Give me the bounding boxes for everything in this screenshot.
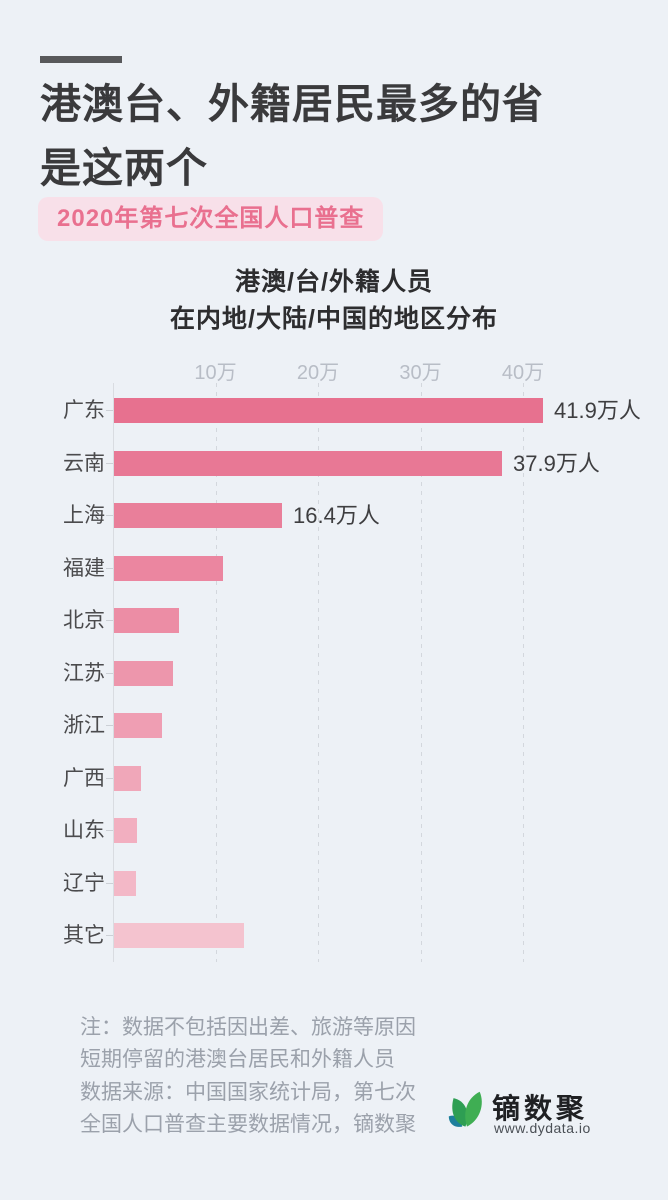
- row-label: 广西: [63, 767, 105, 790]
- data-bar: [114, 503, 282, 528]
- row-axis-tick: [106, 463, 113, 464]
- data-bar: [114, 871, 136, 896]
- dydata-leaf-logo-icon: [448, 1091, 482, 1127]
- x-gridline: [523, 383, 524, 962]
- y-axis-line: [113, 383, 114, 962]
- bar-value-label: 41.9万人: [554, 398, 641, 423]
- row-label: 浙江: [63, 714, 105, 737]
- row-label: 辽宁: [63, 872, 105, 895]
- row-label: 江苏: [63, 662, 105, 685]
- data-bar: [114, 451, 502, 476]
- data-bar: [114, 398, 543, 423]
- data-bar: [114, 766, 141, 791]
- page-title: 港澳台、外籍居民最多的省 是这两个: [40, 72, 620, 200]
- data-bar: [114, 556, 223, 581]
- x-gridline: [215, 383, 217, 962]
- row-axis-tick: [106, 883, 113, 884]
- data-bar: [114, 713, 162, 738]
- row-label: 北京: [63, 609, 105, 632]
- row-axis-tick: [106, 830, 113, 831]
- bar-chart: 10万 20万 30万 40万广东 41.9万人云南 37.9万人上海 16.4万人福建北京…: [0, 340, 668, 980]
- data-bar: [114, 608, 179, 633]
- row-axis-tick: [106, 515, 113, 516]
- page-title-line1: 港澳台、外籍居民最多的省: [40, 81, 544, 127]
- bar-value-label: 16.4万人: [293, 503, 380, 528]
- row-axis-tick: [106, 620, 113, 621]
- census-badge: 2020年第七次全国人口普查: [38, 197, 384, 241]
- note-line1: 注：数据不包括因出差、旅游等原因: [80, 1016, 416, 1039]
- data-bar: [114, 818, 137, 843]
- x-gridline: [318, 383, 319, 962]
- row-axis-tick: [106, 568, 113, 569]
- x-tick-label: 10万: [194, 362, 237, 384]
- x-tick-label: 40万: [501, 362, 545, 384]
- x-gridline: [420, 383, 422, 962]
- page-title-line2: 是这两个: [40, 145, 208, 191]
- row-axis-tick: [106, 673, 113, 674]
- chart-title: 港澳/台/外籍人员 在内地/大陆/中国的地区分布: [0, 264, 668, 338]
- row-label: 云南: [63, 452, 105, 475]
- data-source: 数据来源：中国国家统计局，第七次 全国人口普查主要数据情况，镝数聚: [80, 1077, 416, 1141]
- row-label: 其它: [63, 924, 105, 947]
- row-axis-tick: [106, 725, 113, 726]
- dydata-logo-url: www.dydata.io: [494, 1120, 591, 1136]
- chart-title-line2: 在内地/大陆/中国的地区分布: [170, 305, 498, 333]
- data-bar: [114, 923, 244, 948]
- bar-value-label: 37.9万人: [513, 451, 600, 476]
- row-label: 山东: [63, 819, 105, 842]
- row-axis-tick: [106, 410, 113, 411]
- row-axis-tick: [106, 778, 113, 779]
- source-line2: 全国人口普查主要数据情况，镝数聚: [80, 1113, 416, 1136]
- row-label: 广东: [63, 399, 105, 422]
- data-bar: [114, 661, 173, 686]
- row-axis-tick: [106, 935, 113, 936]
- dydata-logo-text: 镝数聚: [492, 1093, 589, 1124]
- row-label: 上海: [63, 504, 105, 527]
- title-accent-bar: [40, 56, 122, 63]
- source-line1: 数据来源：中国国家统计局，第七次: [80, 1081, 416, 1104]
- row-label: 福建: [63, 557, 105, 580]
- chart-note: 注：数据不包括因出差、旅游等原因 短期停留的港澳台居民和外籍人员: [80, 1012, 416, 1076]
- x-tick-label: 20万: [296, 362, 340, 384]
- chart-title-line1: 港澳/台/外籍人员: [235, 268, 433, 296]
- note-line2: 短期停留的港澳台居民和外籍人员: [80, 1048, 395, 1071]
- x-tick-label: 30万: [399, 362, 442, 384]
